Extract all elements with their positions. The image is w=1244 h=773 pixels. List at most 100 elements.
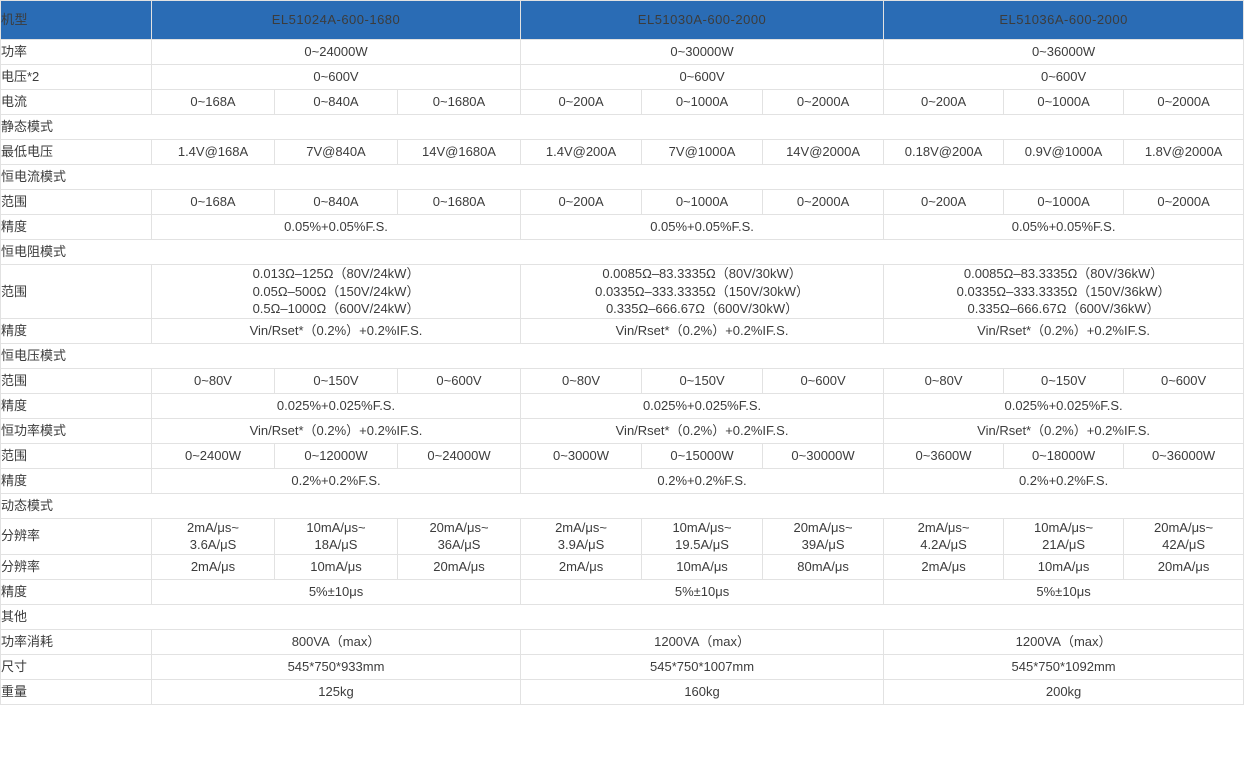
- cell-cc-range-g2-s1: 0~200A: [520, 189, 643, 215]
- cell-line: 3.9A/μS: [557, 537, 605, 553]
- cell-resolution-g3-s1: 2mA/μs: [883, 553, 1005, 580]
- section-header-cr-mode: 恒电阻模式: [0, 239, 1244, 265]
- row-label-resolution: 分辨率: [0, 553, 152, 580]
- cell-line: 2mA/μs~: [555, 519, 607, 535]
- cell-cc-range-g2-s3: 0~2000A: [762, 189, 885, 215]
- table-row: 功率 0~24000W 0~30000W 0~36000W: [0, 39, 1244, 65]
- cell-cc-range-g3-s3: 0~2000A: [1123, 189, 1244, 215]
- cell-resolution-g3-s3: 20mA/μs: [1123, 553, 1244, 580]
- table-row: 功率消耗 800VA（max） 1200VA（max） 1200VA（max）: [0, 628, 1244, 655]
- header-model-2: EL51030A-600-2000: [520, 0, 885, 40]
- cell-resolution-g2-s2: 10mA/μs: [641, 553, 764, 580]
- cell-resolution-g2-s1: 2mA/μs: [520, 553, 643, 580]
- row-label-cv-accuracy: 精度: [0, 392, 152, 419]
- table-row: 电压*2 0~600V 0~600V 0~600V: [0, 64, 1244, 90]
- cell-line: 39A/μS: [801, 537, 845, 553]
- cell-cv-range-g2-s1: 0~80V: [520, 367, 643, 394]
- table-row: 其他: [0, 603, 1244, 630]
- cell-current-g3-s3: 0~2000A: [1123, 89, 1244, 115]
- section-header-dynamic-mode: 动态模式: [0, 492, 1244, 519]
- cell-min-voltage-g3-s1: 0.18V@200A: [883, 139, 1005, 165]
- cell-line: 18A/μS: [314, 537, 358, 553]
- cell-current-g2-s1: 0~200A: [520, 89, 643, 115]
- cell-cc-range-g2-s2: 0~1000A: [641, 189, 764, 215]
- cell-cc-accuracy-g3: 0.05%+0.05%F.S.: [883, 214, 1244, 240]
- table-row: 最低电压 1.4V@168A 7V@840A 14V@1680A 1.4V@200A 7V…: [0, 139, 1244, 165]
- cell-cp-range-g3-s1: 0~3600W: [883, 442, 1005, 469]
- row-label-dimensions: 尺寸: [0, 653, 152, 680]
- table-row: 分辨率 2mA/μs~ 3.6A/μS 10mA/μs~ 18A/μS 20mA/μs~ 3…: [0, 517, 1244, 555]
- row-label-slew-rate: 分辨率: [0, 517, 152, 555]
- cell-line: 4.2A/μS: [920, 537, 967, 553]
- cell-line: 0.0335Ω–333.3335Ω（150V/36kW）: [956, 283, 1171, 299]
- cell-dimensions-g3: 545*750*1092mm: [883, 653, 1244, 680]
- cell-cc-range-g1-s2: 0~840A: [274, 189, 398, 215]
- cell-min-voltage-g2-s3: 14V@2000A: [762, 139, 885, 165]
- cell-power-g2: 0~30000W: [520, 39, 885, 65]
- table-body: 功率 0~24000W 0~30000W 0~36000W 电压*2 0~600V 0~60…: [0, 39, 1244, 705]
- cell-cp-range-g2-s3: 0~30000W: [762, 442, 885, 469]
- cell-current-g2-s3: 0~2000A: [762, 89, 885, 115]
- cell-line: 0.013Ω–125Ω（80V/24kW）: [252, 266, 420, 281]
- cell-min-voltage-g1-s1: 1.4V@168A: [151, 139, 275, 165]
- table-row: 精度 5%±10μs 5%±10μs 5%±10μs: [0, 578, 1244, 605]
- row-label-cc-range: 范围: [0, 189, 152, 215]
- section-header-cv-mode: 恒电压模式: [0, 342, 1244, 369]
- cell-power-g3: 0~36000W: [883, 39, 1244, 65]
- table-row: 恒电流模式: [0, 164, 1244, 190]
- cell-power-consumption-g2: 1200VA（max）: [520, 628, 885, 655]
- cell-voltage-g2: 0~600V: [520, 64, 885, 90]
- row-label-weight: 重量: [0, 678, 152, 705]
- cell-cp-mode-g3: Vin/Rset*（0.2%）+0.2%IF.S.: [883, 417, 1244, 444]
- table-row: 精度 0.2%+0.2%F.S. 0.2%+0.2%F.S. 0.2%+0.2%F.S…: [0, 467, 1244, 494]
- cell-slew-rate-g2-s1: 2mA/μs~ 3.9A/μS: [520, 517, 643, 555]
- cell-line: 10mA/μs~: [306, 519, 366, 535]
- cell-min-voltage-g2-s2: 7V@1000A: [641, 139, 764, 165]
- cell-line: 2mA/μs~: [917, 519, 970, 535]
- cell-dimensions-g2: 545*750*1007mm: [520, 653, 885, 680]
- table-row: 恒功率模式 Vin/Rset*（0.2%）+0.2%IF.S. Vin/Rset*（…: [0, 417, 1244, 444]
- cell-weight-g2: 160kg: [520, 678, 885, 705]
- cell-power-g1: 0~24000W: [150, 39, 522, 65]
- specification-table: 机型 EL51024A-600-1680 EL51030A-600-2000 E…: [0, 0, 1244, 705]
- cell-line: 19.5A/μS: [675, 537, 729, 553]
- cell-cv-range-g1-s2: 0~150V: [274, 367, 398, 394]
- cell-cv-range-g2-s2: 0~150V: [641, 367, 764, 394]
- cell-cr-accuracy-g1: Vin/Rset*（0.2%）+0.2%IF.S.: [150, 317, 522, 344]
- row-label-cr-range: 范围: [0, 264, 152, 319]
- cell-line: 0.5Ω–1000Ω（600V/24kW）: [252, 301, 420, 317]
- cell-dyn-accuracy-g1: 5%±10μs: [150, 578, 522, 605]
- cell-cr-range-g1: 0.013Ω–125Ω（80V/24kW） 0.05Ω–500Ω（150V/24k…: [150, 264, 522, 319]
- row-label-power: 功率: [0, 39, 152, 65]
- cell-current-g2-s2: 0~1000A: [641, 89, 764, 115]
- section-header-other: 其他: [0, 603, 1244, 630]
- table-row: 范围 0~168A 0~840A 0~1680A 0~200A 0~1000A 0~2000…: [0, 189, 1244, 215]
- cell-cr-accuracy-g3: Vin/Rset*（0.2%）+0.2%IF.S.: [883, 317, 1244, 344]
- cell-cp-range-g1-s1: 0~2400W: [151, 442, 275, 469]
- table-row: 精度 Vin/Rset*（0.2%）+0.2%IF.S. Vin/Rset*（0.2…: [0, 317, 1244, 344]
- cell-current-g3-s1: 0~200A: [883, 89, 1005, 115]
- cell-cv-range-g1-s1: 0~80V: [151, 367, 275, 394]
- cell-cr-range-g3: 0.0085Ω–83.3335Ω（80V/36kW） 0.0335Ω–333.33…: [883, 264, 1244, 319]
- table-row: 范围 0~2400W 0~12000W 0~24000W 0~3000W 0~15000W…: [0, 442, 1244, 469]
- cell-cp-mode-g1: Vin/Rset*（0.2%）+0.2%IF.S.: [150, 417, 522, 444]
- cell-current-g1-s1: 0~168A: [151, 89, 275, 115]
- table-row: 静态模式: [0, 114, 1244, 140]
- cell-cp-range-g1-s3: 0~24000W: [396, 442, 522, 469]
- table-row: 电流 0~168A 0~840A 0~1680A 0~200A 0~1000A 0~2000…: [0, 89, 1244, 115]
- cell-line: 0.335Ω–666.67Ω（600V/30kW）: [605, 301, 799, 317]
- cell-cp-range-g3-s3: 0~36000W: [1123, 442, 1244, 469]
- cell-weight-g3: 200kg: [883, 678, 1244, 705]
- row-label-voltage: 电压*2: [0, 64, 152, 90]
- cell-min-voltage-g1-s2: 7V@840A: [274, 139, 398, 165]
- row-label-dyn-accuracy: 精度: [0, 578, 152, 605]
- cell-cv-range-g3-s2: 0~150V: [1003, 367, 1125, 394]
- cell-line: 20mA/μs~: [1154, 519, 1214, 535]
- cell-line: 0.335Ω–666.67Ω（600V/36kW）: [967, 301, 1160, 317]
- cell-slew-rate-g1-s3: 20mA/μs~ 36A/μS: [396, 517, 522, 555]
- table-header-row: 机型 EL51024A-600-1680 EL51030A-600-2000 E…: [0, 0, 1244, 40]
- cell-line: 20mA/μs~: [429, 519, 489, 535]
- cell-cv-accuracy-g2: 0.025%+0.025%F.S.: [520, 392, 885, 419]
- table-row: 恒电阻模式: [0, 239, 1244, 265]
- cell-cv-accuracy-g1: 0.025%+0.025%F.S.: [150, 392, 522, 419]
